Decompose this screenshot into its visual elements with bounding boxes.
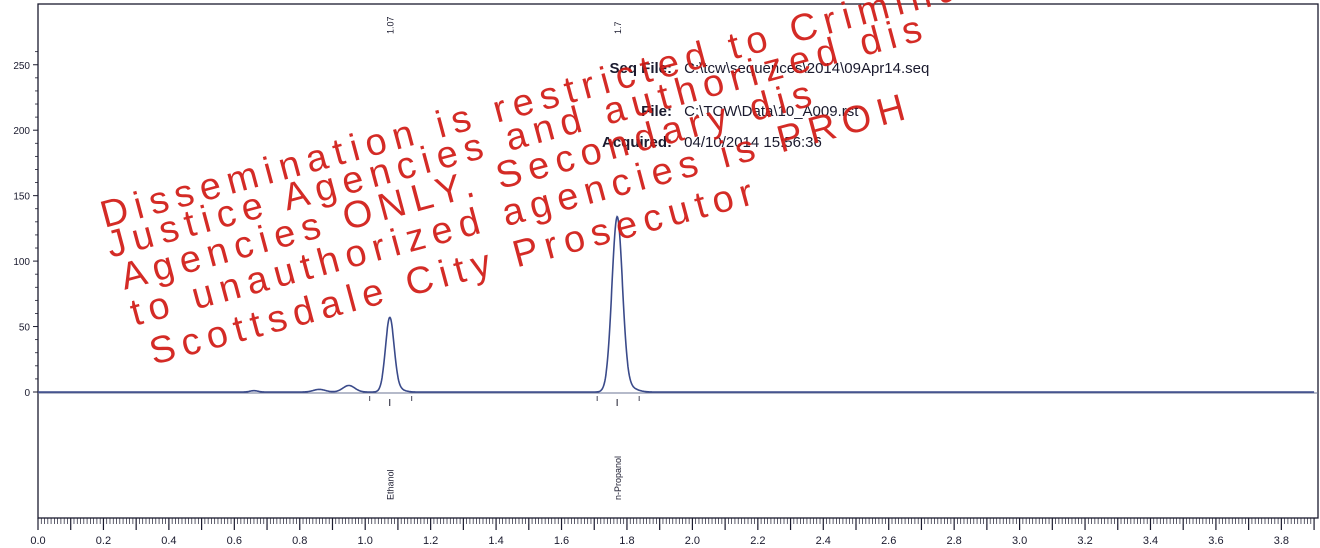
chromatogram-trace (38, 215, 1315, 393)
file-value: C:\TCW\Data\10_A009.rst (684, 103, 859, 120)
x-tick-label: 1.6 (554, 535, 569, 547)
y-tick-label: 150 (13, 192, 30, 203)
x-tick-label: 0.8 (292, 535, 307, 547)
x-tick-label: 3.2 (1077, 535, 1092, 547)
seq-file-label: Seq File: (609, 60, 672, 77)
plot-frame (37, 3, 1319, 519)
x-tick-label: 3.8 (1274, 535, 1289, 547)
chart-axes (37, 3, 1319, 519)
seq-file-info: Seq File: C:\tcw\sequences\2014\09Apr14.… (592, 60, 929, 77)
x-tick-label: 0.6 (227, 535, 242, 547)
x-tick-label: 2.4 (816, 535, 831, 547)
peak-label: Ethanol (386, 469, 396, 500)
acquired-label: Acquired: (601, 134, 672, 151)
y-axis-ticks: 0 50 100 150 200 250 (13, 51, 38, 399)
x-tick-label: 3.6 (1208, 535, 1223, 547)
x-tick-label: 0.0 (30, 535, 45, 547)
y-tick-label: 200 (13, 126, 30, 137)
x-tick-label: 1.4 (488, 535, 503, 547)
x-tick-label: 3.0 (1012, 535, 1027, 547)
y-tick-label: 250 (13, 61, 30, 72)
x-axis-ticks: 0.0 0.2 0.4 0.6 0.8 1.0 1.2 1.4 1.6 1.8 2.0 2.2 2.4 2… (30, 518, 1315, 547)
x-tick-label: 1.0 (358, 535, 373, 547)
x-tick-label: 0.2 (96, 535, 111, 547)
retention-time-label: 1.07 (386, 16, 396, 34)
x-tick-label: 3.4 (1143, 535, 1158, 547)
y-tick-label: 100 (13, 257, 30, 268)
x-tick-label: 2.0 (685, 535, 700, 547)
x-tick-label: 1.2 (423, 535, 438, 547)
acquired-info: Acquired: 04/10/2014 15:56:36 (592, 134, 822, 151)
x-tick-label: 1.8 (619, 535, 634, 547)
y-tick-label: 50 (19, 323, 31, 334)
file-label: File: (641, 103, 672, 120)
y-tick-label: 0 (24, 388, 30, 399)
peak-label: n-Propanol (613, 456, 623, 500)
seq-file-value: C:\tcw\sequences\2014\09Apr14.seq (684, 60, 930, 77)
x-tick-label: 0.4 (161, 535, 176, 547)
retention-time-label: 1.7 (613, 21, 623, 34)
x-tick-label: 2.2 (750, 535, 765, 547)
file-info: File: C:\TCW\Data\10_A009.rst (592, 103, 858, 120)
peak-annotations: Ethanol n-Propanol 1.07 1.7 (369, 16, 640, 500)
x-tick-label: 2.8 (947, 535, 962, 547)
acquired-value: 04/10/2014 15:56:36 (684, 134, 822, 151)
x-tick-label: 2.6 (881, 535, 896, 547)
